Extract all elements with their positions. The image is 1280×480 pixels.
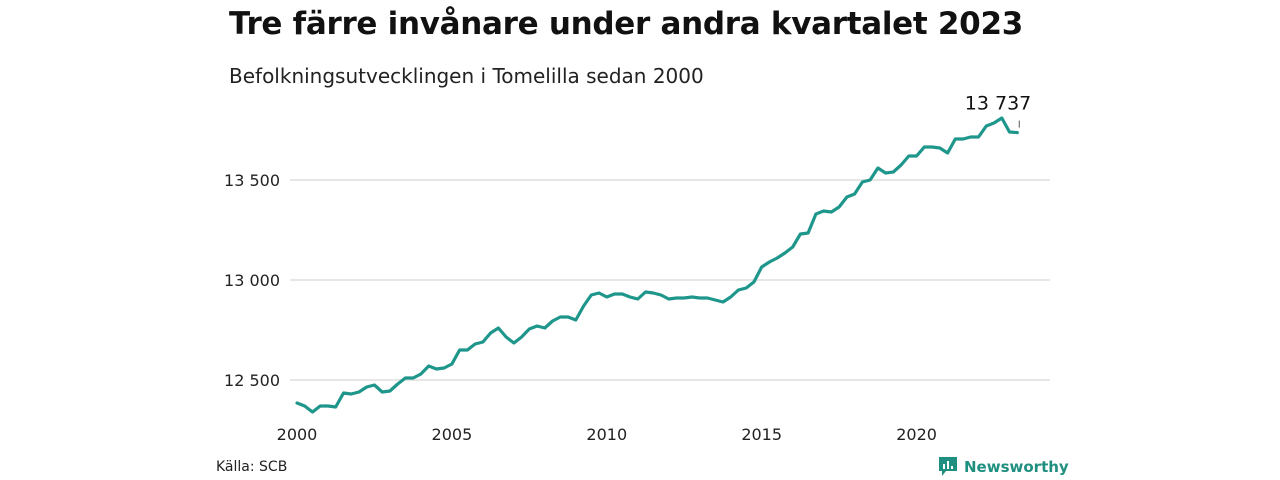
newsworthy-logo-link[interactable]: Newsworthy [938,456,1069,477]
annotation-layer: 13 737 [965,93,1031,128]
y-tick-label: 13 000 [224,271,280,290]
brand-name: Newsworthy [964,457,1069,476]
x-tick-label: 2015 [741,425,782,444]
x-tick-label: 2010 [586,425,627,444]
x-tick-label: 2000 [277,425,318,444]
chart-subtitle: Befolkningsutvecklingen i Tomelilla seda… [229,64,704,88]
grid-lines [290,179,1050,381]
newsworthy-chart-icon [939,457,957,476]
x-axis-tick-labels: 2000 2005 2010 2015 2020 [277,425,937,444]
last-value-label: 13 737 [965,93,1031,115]
x-tick-label: 2020 [896,425,937,444]
y-tick-label: 13 500 [224,171,280,190]
series-line-0 [295,116,1019,414]
y-axis-tick-labels: 12 500 13 000 13 500 [224,171,280,390]
source-note: Källa: SCB [216,459,288,475]
chart-title: Tre färre invånare under andra kvartalet… [229,6,1023,42]
series-layer [295,116,1019,414]
x-tick-label: 2005 [432,425,473,444]
y-tick-label: 12 500 [224,371,280,390]
